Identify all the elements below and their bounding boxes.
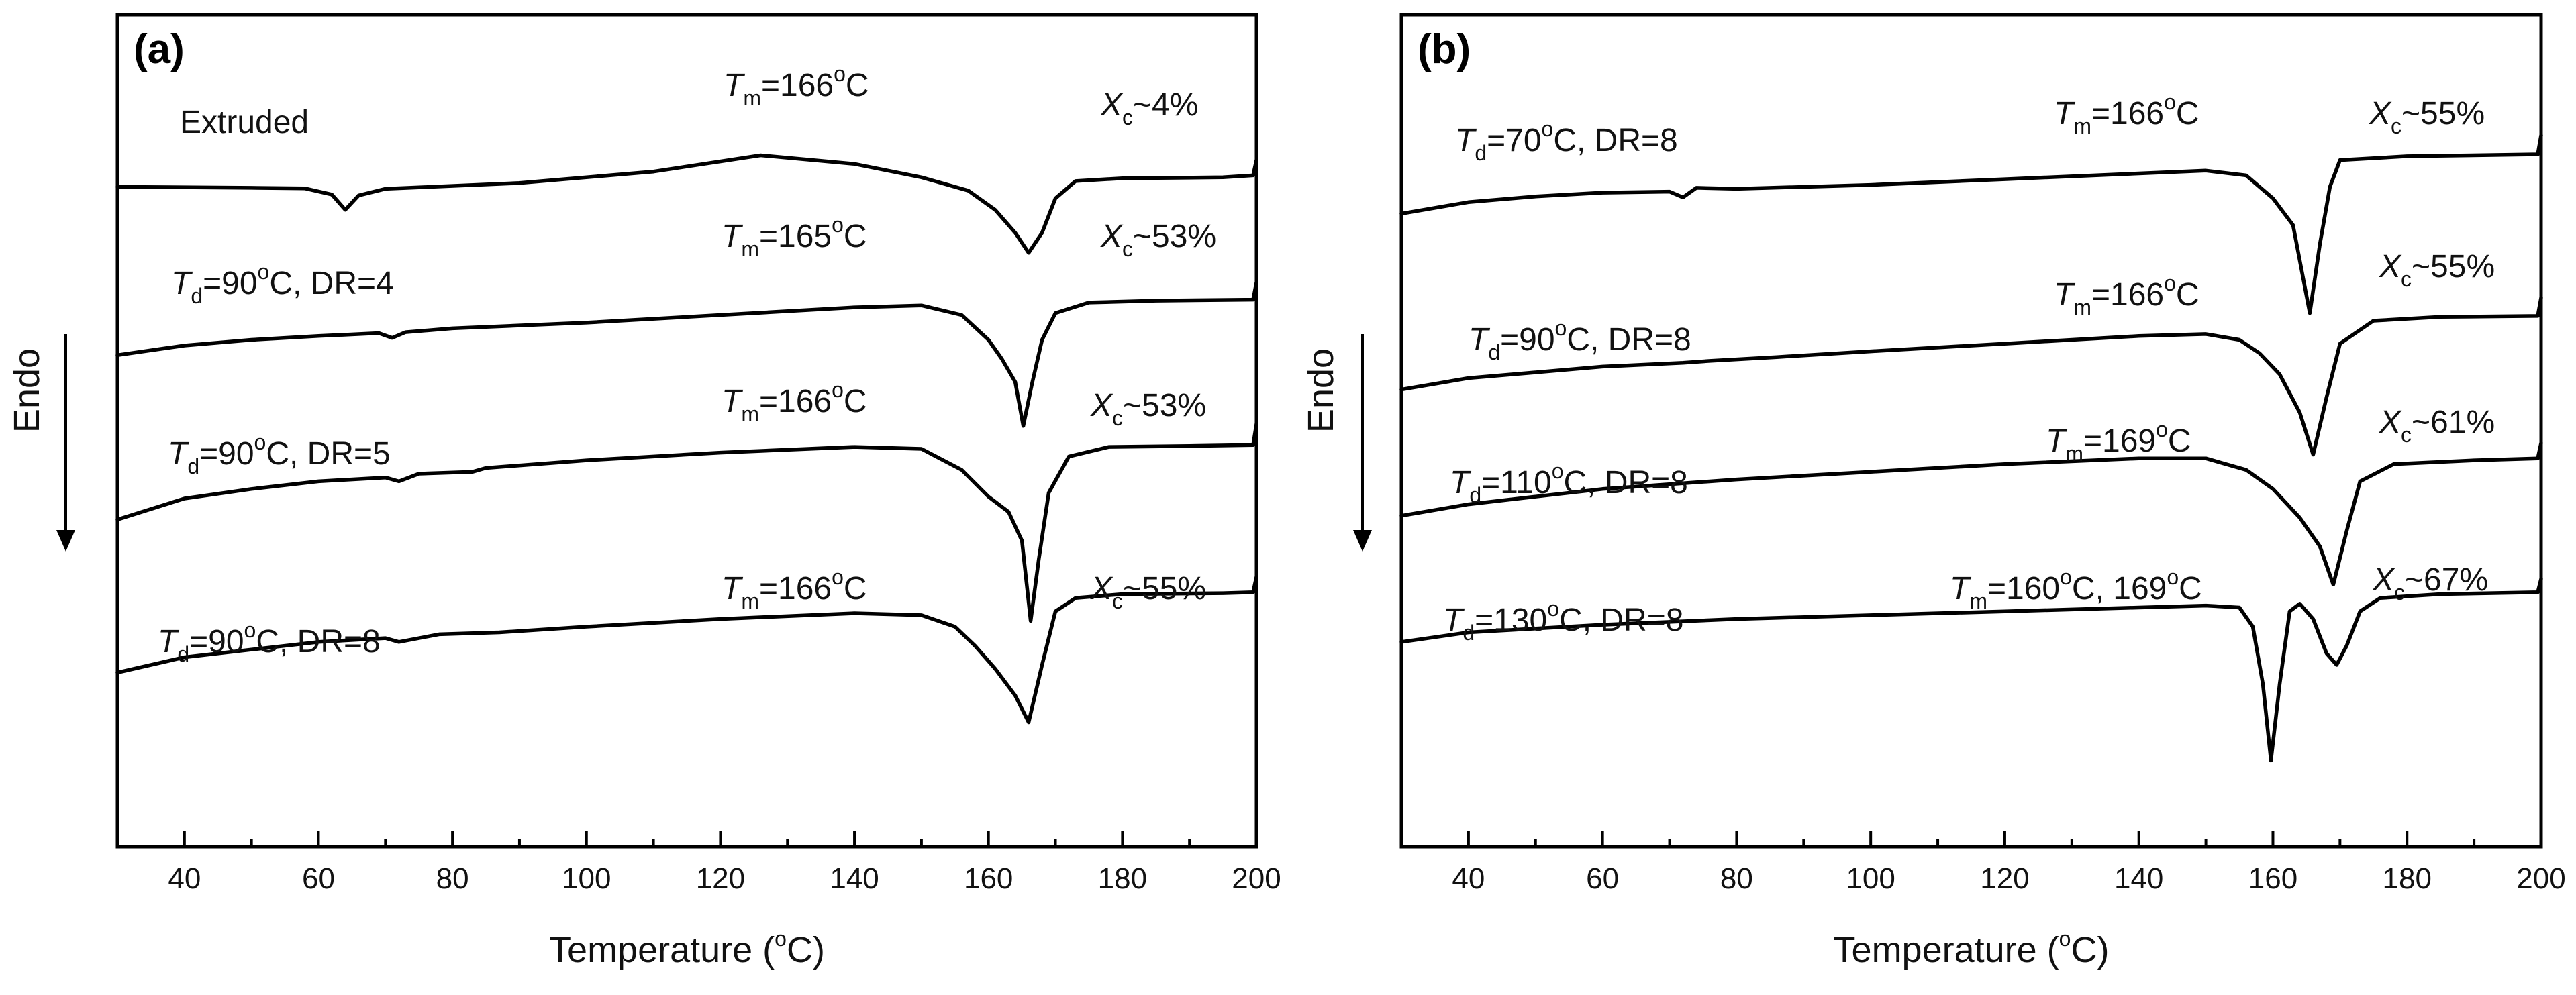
dsc-trace [115,280,1258,428]
x-tick-label: 180 [2383,862,2432,895]
sample-label: Extruded [180,105,309,140]
dsc-trace [1399,296,2543,457]
crystallinity-label: Xc~67% [2372,562,2488,605]
x-tick-label: 200 [2516,862,2565,895]
dsc-trace [1399,133,2543,315]
x-tick-label: 180 [1098,862,1147,895]
x-tick-label: 40 [168,862,201,895]
panel-label: (b) [1418,26,1471,72]
sample-label: Td=90oC, DR=8 [158,618,381,666]
melting-temp-label: Tm=166oC [2054,90,2199,138]
x-tick-label: 60 [302,862,335,895]
melting-temp-label: Tm=166oC [724,62,869,110]
endo-arrow-head [1353,530,1372,552]
melting-temp-label: Tm=165oC [722,213,867,261]
sample-label: Td=110oC, DR=8 [1450,459,1688,507]
x-tick-label: 120 [1980,862,2029,895]
y-axis-title: Endo [7,348,47,433]
crystallinity-label: Xc~53% [1090,388,1206,430]
dsc-trace [1399,577,2543,763]
melting-temp-label: Tm=169oC [2046,417,2191,466]
melting-temp-label: Tm=160oC, 169oC [1950,565,2202,613]
x-tick-label: 100 [1846,862,1895,895]
x-tick-label: 140 [2114,862,2163,895]
panel-label: (a) [134,26,185,72]
crystallinity-label: Xc~61% [2379,405,2495,447]
sample-label: Td=130oC, DR=8 [1443,596,1683,645]
crystallinity-label: Xc~55% [2379,249,2495,291]
x-tick-label: 60 [1586,862,1619,895]
melting-temp-label: Tm=166oC [722,565,867,613]
x-tick-label: 160 [964,862,1013,895]
x-tick-label: 120 [696,862,745,895]
x-tick-label: 200 [1232,862,1281,895]
x-tick-label: 100 [562,862,611,895]
x-axis-title: Temperature (oC) [549,927,825,970]
x-tick-label: 80 [436,862,469,895]
sample-label: Td=90oC, DR=4 [171,260,394,308]
sample-label: Td=70oC, DR=8 [1455,117,1678,165]
x-tick-label: 80 [1720,862,1753,895]
dsc-trace [115,422,1258,623]
x-axis-title: Temperature (oC) [1834,927,2110,970]
melting-temp-label: Tm=166oC [2054,271,2199,319]
melting-temp-label: Tm=166oC [722,378,867,426]
crystallinity-label: Xc~55% [1090,571,1206,613]
crystallinity-label: Xc~4% [1100,87,1198,129]
x-tick-label: 160 [2248,862,2297,895]
panel-b: 40 60 80 100 120 140 160 180 200 Temperature (oC)… [1301,13,2566,970]
dsc-trace [1399,441,2543,587]
x-tick-label: 40 [1452,862,1485,895]
endo-arrow-head [56,530,75,552]
sample-label: Td=90oC, DR=5 [168,430,391,478]
panel-a: 40 60 80 100 120 140 160 180 200 Temperature (oC)… [7,13,1281,970]
dsc-trace [115,575,1258,725]
y-axis-title: Endo [1301,348,1341,433]
crystallinity-label: Xc~53% [1100,219,1216,261]
x-tick-label: 140 [830,862,879,895]
plot-frame [1399,13,2543,849]
crystallinity-label: Xc~55% [2369,96,2485,138]
sample-label: Td=90oC, DR=8 [1469,316,1691,364]
dsc-trace [115,153,1258,255]
